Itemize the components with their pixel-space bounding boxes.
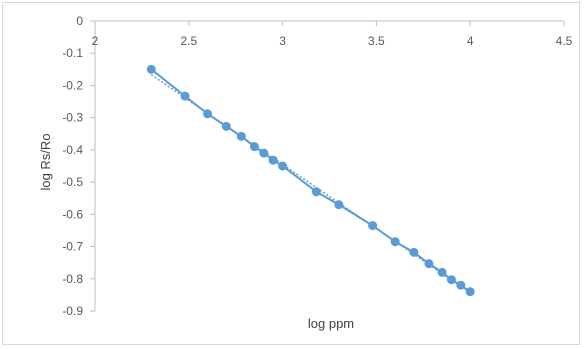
- data-point: [424, 259, 434, 269]
- data-points: [146, 64, 475, 297]
- data-point: [368, 221, 378, 231]
- data-point: [249, 142, 259, 152]
- y-tick-label: -0.3: [62, 111, 83, 125]
- series-polyline: [150, 68, 471, 293]
- data-point: [334, 200, 344, 210]
- y-tick-label: -0.5: [62, 175, 83, 189]
- data-point: [311, 187, 321, 197]
- y-tick-label: 0: [76, 14, 83, 28]
- data-point: [221, 121, 231, 131]
- data-point: [180, 91, 190, 101]
- y-tick-label: -0.8: [62, 272, 83, 286]
- x-tick-label: 3: [279, 34, 286, 48]
- x-tick-label: 2.5: [180, 34, 197, 48]
- x-tick-label: 2: [92, 34, 99, 48]
- y-tick-label: -0.1: [62, 46, 83, 60]
- data-point: [259, 148, 269, 158]
- data-point: [446, 275, 456, 285]
- data-point: [278, 161, 288, 171]
- data-point: [437, 267, 447, 277]
- x-axis-ticks: 2 2.5 3 3.5 4 4.5: [92, 21, 573, 48]
- x-tick-label: 3.5: [368, 34, 385, 48]
- y-axis-title: log Rs/Ro: [38, 133, 53, 190]
- y-tick-label: -0.2: [62, 78, 83, 92]
- y-tick-label: -0.4: [62, 143, 83, 157]
- x-tick-label: 4.5: [556, 34, 573, 48]
- y-tick-label: -0.6: [62, 207, 83, 221]
- data-point: [146, 64, 156, 74]
- axes: [94, 20, 564, 311]
- series-line: [150, 68, 471, 293]
- x-axis-title: log ppm: [308, 316, 354, 331]
- y-axis-ticks: 0 -0.1 -0.2 -0.3 -0.4 -0.5 -0.6 -0.7 -0.8 -0.9: [62, 14, 95, 318]
- data-point: [203, 109, 213, 119]
- y-tick-label: -0.9: [62, 304, 83, 318]
- data-point: [268, 155, 278, 165]
- data-point: [409, 247, 419, 257]
- data-point: [465, 287, 475, 297]
- x-tick-label: 4: [467, 34, 474, 48]
- y-tick-label: -0.7: [62, 240, 83, 254]
- data-point: [456, 280, 466, 290]
- data-point: [390, 237, 400, 247]
- data-point: [236, 131, 246, 141]
